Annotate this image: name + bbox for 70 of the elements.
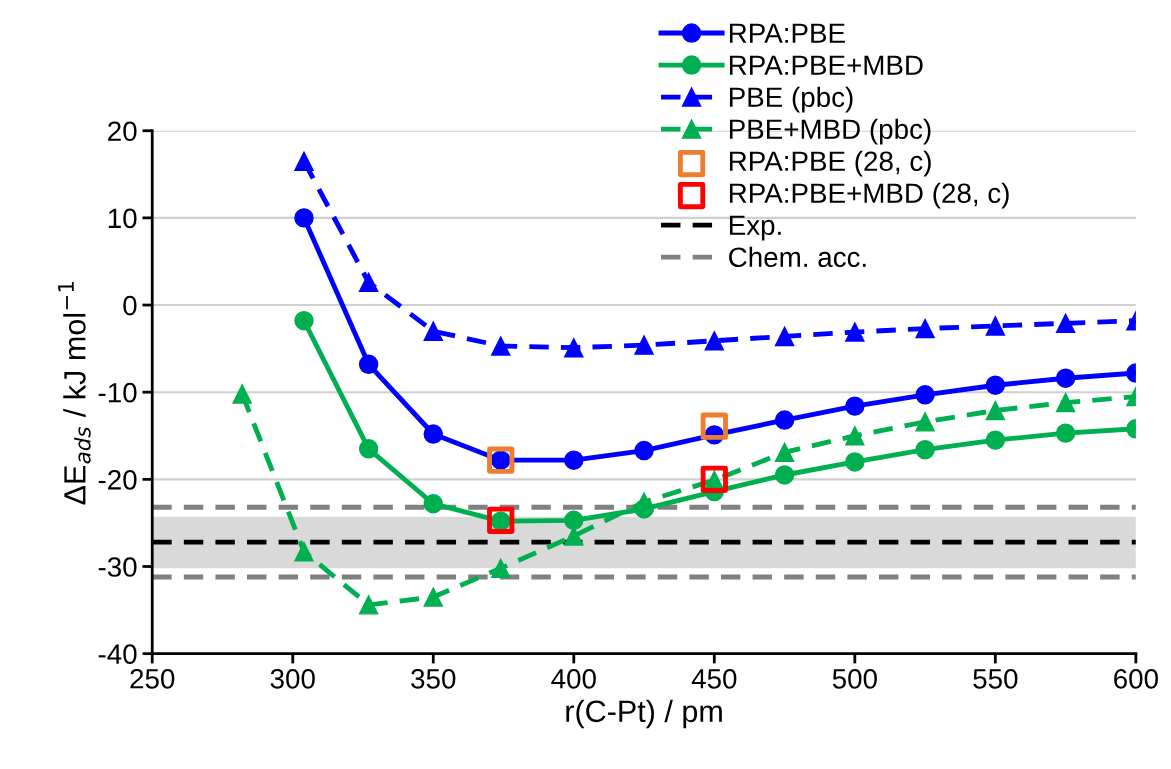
point [232, 384, 252, 404]
point [634, 440, 654, 461]
x-tick-label: 400 [551, 668, 596, 689]
y-tick-label: 10 [108, 208, 137, 229]
point [490, 558, 511, 578]
x-axis-title: r(C-Pt) / pm [566, 699, 722, 729]
point [700, 465, 728, 493]
point [845, 396, 865, 416]
point [358, 354, 379, 375]
point [774, 465, 795, 485]
point [487, 506, 515, 534]
x-tick-label: 450 [691, 668, 737, 689]
point [294, 311, 314, 331]
x-tick-label: 500 [832, 668, 877, 689]
legend-label: Chem. acc. [729, 246, 866, 268]
point [490, 336, 511, 356]
y-tick-label: 20 [108, 121, 137, 142]
point [915, 412, 935, 432]
legend-label: PBE+MBD (pbc) [729, 118, 931, 145]
point [915, 318, 935, 339]
x-tick-label: 350 [411, 668, 456, 689]
y-tick-label: 0 [123, 295, 137, 316]
point [1055, 368, 1076, 388]
legend-label: RPA:PBE+MBD (28, c) [729, 182, 1009, 209]
point [1055, 313, 1076, 334]
point [985, 375, 1006, 395]
legend-label: PBE (pbc) [729, 86, 853, 113]
point [564, 450, 584, 470]
point [358, 439, 379, 459]
point [985, 400, 1006, 421]
point [700, 412, 728, 440]
point [845, 322, 865, 342]
x-tick-label: 600 [1114, 668, 1158, 689]
point [915, 385, 935, 405]
y-tick-label: -30 [98, 557, 137, 577]
legend-label: Exp. [729, 215, 781, 241]
point [423, 494, 443, 514]
y-tick-label: -20 [98, 470, 137, 490]
point [423, 424, 443, 444]
point [1055, 392, 1076, 413]
point [774, 326, 795, 347]
x-tick-label: 300 [270, 668, 315, 689]
legend-label: RPA:PBE (28, c) [729, 150, 931, 177]
point [774, 410, 795, 430]
point [915, 439, 935, 460]
point [1055, 423, 1076, 443]
point [564, 338, 584, 358]
point [564, 510, 584, 531]
point [423, 321, 443, 341]
y-axis-title: ΔE$_{ads}$ / kJ mol$^{−1}$ [58, 282, 91, 505]
point [294, 541, 314, 562]
y-tick-label: -40 [98, 644, 137, 664]
y-tick-label: -10 [98, 382, 137, 403]
point [985, 430, 1006, 450]
x-tick-label: 550 [973, 668, 1018, 689]
point [358, 272, 379, 293]
point [358, 595, 379, 615]
point [774, 442, 795, 463]
x-tick-label: 250 [130, 668, 175, 689]
point [845, 452, 865, 472]
point [845, 426, 865, 446]
point [423, 587, 443, 607]
point [634, 335, 654, 355]
point [294, 208, 314, 228]
point [564, 526, 584, 546]
point [704, 331, 725, 351]
legend-label: RPA:PBE+MBD [729, 55, 923, 75]
point [985, 316, 1006, 336]
legend-label: RPA:PBE [729, 23, 845, 43]
point [294, 151, 314, 171]
